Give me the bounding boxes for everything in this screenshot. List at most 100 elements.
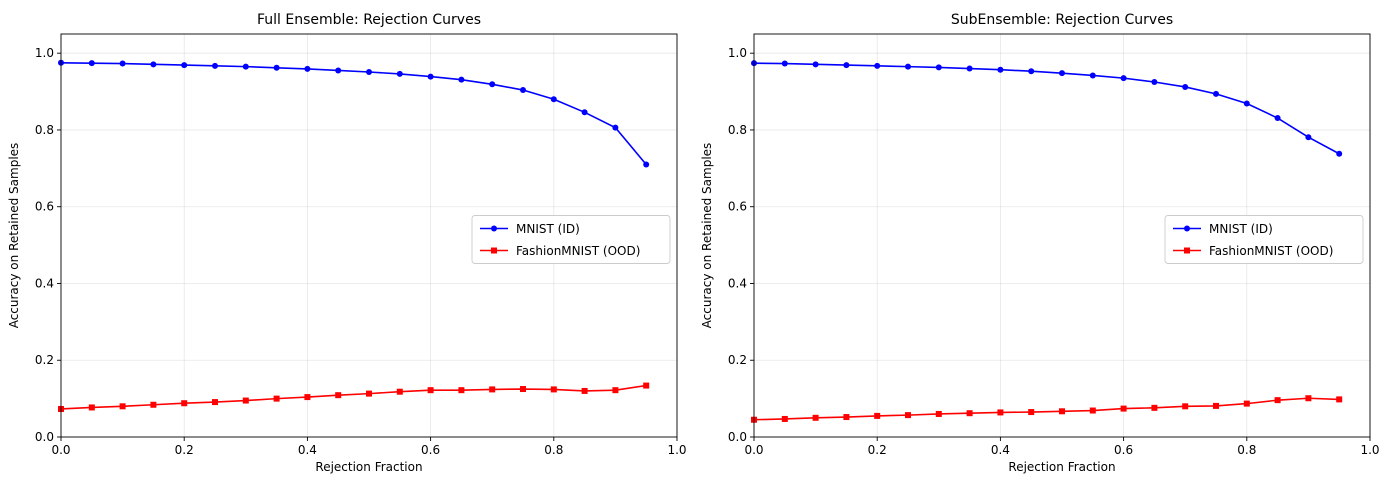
legend-entry: MNIST (ID) (480, 222, 580, 236)
data-point (1274, 115, 1281, 122)
data-point (997, 409, 1004, 416)
data-point (612, 124, 619, 131)
data-point (781, 415, 788, 422)
data-point (874, 62, 881, 69)
axes-frame (60, 33, 678, 438)
x-axis-label: Rejection Fraction (315, 460, 422, 474)
data-point (550, 96, 557, 103)
data-point (1243, 400, 1250, 407)
data-point (1182, 403, 1189, 410)
data-point (366, 390, 372, 397)
data-point (1028, 68, 1035, 75)
data-point (304, 65, 311, 72)
data-point (643, 382, 650, 389)
series-line (60, 384, 647, 410)
data-point (550, 386, 557, 393)
data-point (812, 414, 819, 421)
series-line (60, 61, 647, 166)
data-point (581, 387, 588, 394)
data-point (242, 397, 249, 404)
legend-entry: FashionMNIST (OOD) (480, 244, 640, 258)
data-point (212, 62, 218, 69)
data-point (396, 70, 403, 77)
data-point (935, 64, 942, 71)
chart-panel-2: 0.0 0.2 0.4 0.6 0.8 1.0 0.0 0.2 0.4 0.6 0.8 1.0 SubE… (700, 12, 1380, 474)
data-point (427, 73, 434, 80)
data-point (88, 404, 95, 411)
y-tick-label: 1.0 (728, 46, 747, 60)
chart-title: Full Ensemble: Rejection Curves (257, 12, 481, 28)
y-tick-label: 0.6 (728, 200, 747, 214)
data-point (396, 388, 403, 395)
data-point (458, 387, 465, 394)
x-tick-label: 0.2 (175, 443, 194, 457)
legend-entry: MNIST (ID) (1173, 222, 1273, 236)
data-point (1305, 395, 1312, 402)
x-tick-label: 0.0 (51, 443, 70, 457)
x-tick-label: 0.6 (421, 443, 440, 457)
data-point (966, 65, 973, 72)
legend-box (471, 215, 671, 264)
data-point (781, 60, 788, 67)
data-point (1151, 404, 1158, 411)
series-2 (58, 382, 650, 412)
data-point (335, 392, 342, 399)
y-tick-label: 0.8 (35, 123, 54, 137)
data-point (935, 410, 942, 417)
y-tick-label: 0.8 (728, 123, 747, 137)
y-axis-label: Accuracy on Retained Samples (700, 143, 714, 329)
y-tick-label: 0.2 (728, 353, 747, 367)
y-tick-label: 0.4 (728, 276, 747, 290)
data-point (119, 60, 126, 67)
data-point (489, 386, 496, 393)
legend-entry: FashionMNIST (OOD) (1173, 244, 1333, 258)
y-tick-label: 0.4 (35, 276, 54, 290)
x-tick-label: 0.0 (744, 443, 763, 457)
data-point (966, 410, 973, 417)
data-point (119, 403, 126, 410)
x-tick-label: 0.4 (298, 443, 317, 457)
legend-marker (1184, 247, 1190, 254)
data-point (273, 64, 280, 71)
axes-frame (753, 33, 1371, 438)
x-tick-label: 1.0 (1360, 443, 1379, 457)
data-point (88, 60, 95, 67)
legend-marker (1184, 225, 1190, 232)
chart-title: SubEnsemble: Rejection Curves (951, 12, 1173, 28)
y-tick-label: 0.0 (728, 430, 747, 444)
data-point (1120, 75, 1127, 82)
data-point (1059, 408, 1065, 415)
data-point (581, 109, 588, 116)
data-point (242, 63, 249, 70)
series-line (753, 62, 1340, 155)
x-axis-label: Rejection Fraction (1008, 460, 1115, 474)
x-tick-label: 0.8 (1237, 443, 1256, 457)
legend-label: MNIST (ID) (1209, 222, 1273, 236)
x-tick-label: 1.0 (667, 443, 686, 457)
data-point (643, 161, 650, 168)
data-point (1089, 72, 1096, 79)
data-point (335, 67, 342, 74)
data-point (1028, 409, 1035, 416)
x-tick-label: 0.2 (868, 443, 887, 457)
y-tick-label: 0.0 (35, 430, 54, 444)
y-axis-label: Accuracy on Retained Samples (7, 143, 21, 329)
y-tick-label: 1.0 (35, 46, 54, 60)
series-1 (58, 59, 650, 168)
data-point (1151, 78, 1158, 85)
data-point (1243, 100, 1250, 107)
legend: MNIST (ID) FashionMNIST (OOD) (471, 215, 671, 264)
data-point (843, 62, 850, 69)
series-1 (751, 60, 1343, 157)
legend-label: MNIST (ID) (516, 222, 580, 236)
chart-panel-1: 0.0 0.2 0.4 0.6 0.8 1.0 0.0 0.2 0.4 0.6 0.8 1.0 Full… (7, 12, 687, 474)
data-point (1120, 405, 1127, 412)
legend-box (1164, 215, 1364, 264)
data-point (1336, 150, 1343, 157)
data-point (520, 386, 526, 393)
data-point (1274, 397, 1281, 404)
data-point (1213, 402, 1219, 409)
data-point (905, 63, 911, 70)
